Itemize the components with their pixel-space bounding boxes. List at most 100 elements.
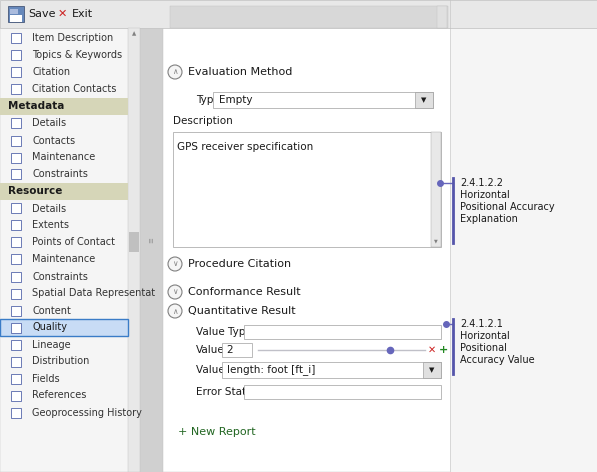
Bar: [128, 28, 140, 472]
Bar: [11, 67, 21, 77]
Bar: [11, 118, 21, 128]
Bar: [11, 322, 21, 332]
Text: Evaluation Method: Evaluation Method: [188, 67, 293, 77]
Text: Content: Content: [32, 305, 71, 315]
FancyBboxPatch shape: [415, 92, 433, 108]
Bar: [11, 51, 21, 60]
Bar: [11, 305, 21, 315]
Bar: [11, 356, 21, 366]
Bar: [0, 98, 128, 115]
Text: Contacts: Contacts: [32, 135, 75, 145]
Text: Citation Contacts: Citation Contacts: [32, 84, 116, 94]
Text: Procedure Citation: Procedure Citation: [188, 259, 291, 269]
Text: Topics & Keywords: Topics & Keywords: [32, 51, 122, 60]
Text: +: +: [439, 345, 448, 355]
Text: Fields: Fields: [32, 373, 60, 383]
Bar: [11, 34, 21, 43]
Bar: [129, 232, 139, 252]
Text: Points of Contact: Points of Contact: [32, 237, 115, 247]
Text: Spatial Data Representat: Spatial Data Representat: [32, 288, 155, 298]
FancyBboxPatch shape: [423, 362, 441, 378]
Bar: [170, 6, 448, 28]
Text: Horizontal: Horizontal: [460, 331, 510, 341]
Text: Save: Save: [28, 9, 56, 19]
Text: Details: Details: [32, 203, 66, 213]
Text: Lineage: Lineage: [32, 339, 70, 349]
Text: Conformance Result: Conformance Result: [188, 287, 301, 297]
Text: 2: 2: [226, 345, 233, 355]
Text: ∧: ∧: [172, 306, 178, 315]
Bar: [140, 28, 163, 472]
Text: Value: Value: [196, 345, 224, 355]
Bar: [11, 271, 21, 281]
Text: ✕: ✕: [57, 9, 67, 19]
Bar: [0, 0, 597, 28]
Text: GPS receiver specification: GPS receiver specification: [177, 142, 313, 152]
Text: Exit: Exit: [72, 9, 93, 19]
Text: Resource: Resource: [8, 186, 62, 196]
Text: Explanation: Explanation: [460, 214, 518, 224]
Bar: [11, 288, 21, 298]
Text: Horizontal: Horizontal: [460, 190, 510, 200]
Text: Positional: Positional: [460, 343, 507, 353]
Text: + New Report: + New Report: [178, 427, 256, 437]
Text: Value Type: Value Type: [196, 327, 252, 337]
Text: Constraints: Constraints: [32, 271, 88, 281]
Text: Maintenance: Maintenance: [32, 254, 96, 264]
Text: ▲: ▲: [132, 32, 136, 36]
Bar: [11, 254, 21, 264]
Text: Constraints: Constraints: [32, 169, 88, 179]
Text: Quantitative Result: Quantitative Result: [188, 306, 296, 316]
Text: Maintenance: Maintenance: [32, 152, 96, 162]
Bar: [0, 183, 128, 200]
Bar: [11, 84, 21, 94]
Text: Quality: Quality: [32, 322, 67, 332]
Text: Item Description: Item Description: [32, 34, 113, 43]
Text: Empty: Empty: [219, 95, 253, 105]
Bar: [11, 237, 21, 247]
Circle shape: [168, 257, 182, 271]
Text: Extents: Extents: [32, 220, 69, 230]
Text: References: References: [32, 390, 87, 401]
Circle shape: [168, 304, 182, 318]
FancyBboxPatch shape: [244, 325, 441, 339]
Text: Value Unit: Value Unit: [196, 365, 250, 375]
Text: ✕: ✕: [428, 345, 436, 355]
Text: 2.4.1.2.2: 2.4.1.2.2: [460, 178, 503, 188]
Text: Type: Type: [196, 95, 220, 105]
Bar: [10, 9, 18, 14]
Text: ∧: ∧: [172, 67, 178, 76]
Bar: [11, 339, 21, 349]
Bar: [0, 319, 128, 336]
Bar: [450, 28, 597, 472]
FancyBboxPatch shape: [173, 132, 441, 247]
Text: Metadata: Metadata: [8, 101, 64, 111]
Bar: [11, 373, 21, 383]
Bar: [431, 132, 441, 247]
Bar: [10, 15, 22, 22]
Text: ▼: ▼: [434, 238, 438, 243]
Bar: [8, 6, 24, 22]
Bar: [0, 28, 140, 472]
Bar: [11, 220, 21, 230]
Bar: [11, 203, 21, 213]
Text: Positional Accuracy: Positional Accuracy: [460, 202, 555, 212]
Bar: [11, 135, 21, 145]
Text: ▼: ▼: [429, 367, 435, 373]
Text: Details: Details: [32, 118, 66, 128]
Text: ∨: ∨: [172, 287, 178, 296]
Text: Accuracy Value: Accuracy Value: [460, 355, 535, 365]
Text: ▼: ▼: [421, 97, 427, 103]
Text: length: foot [ft_i]: length: foot [ft_i]: [227, 364, 315, 375]
Bar: [163, 28, 451, 472]
Circle shape: [168, 65, 182, 79]
FancyBboxPatch shape: [222, 343, 252, 357]
Bar: [11, 407, 21, 418]
FancyBboxPatch shape: [222, 362, 441, 378]
Text: ∨: ∨: [172, 260, 178, 269]
Text: Citation: Citation: [32, 67, 70, 77]
Text: Error Statistic: Error Statistic: [196, 387, 267, 397]
Text: Distribution: Distribution: [32, 356, 90, 366]
Text: Geoprocessing History: Geoprocessing History: [32, 407, 142, 418]
Bar: [11, 169, 21, 179]
